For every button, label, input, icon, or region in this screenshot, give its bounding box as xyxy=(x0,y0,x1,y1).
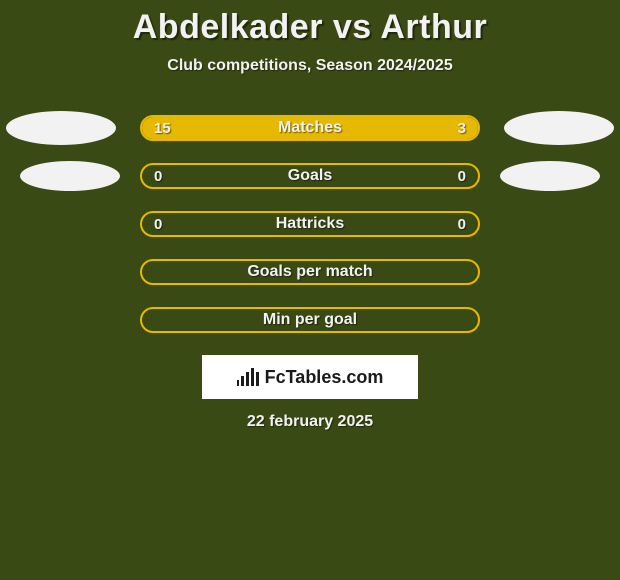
date-label: 22 february 2025 xyxy=(0,413,620,431)
stat-label: Min per goal xyxy=(142,311,478,329)
player-right-marker xyxy=(504,111,614,145)
comparison-infographic: Abdelkader vs Arthur Club competitions, … xyxy=(0,0,620,431)
player-right-marker xyxy=(500,161,600,191)
stat-value-right: 0 xyxy=(458,168,466,185)
stat-label: Hattricks xyxy=(142,215,478,233)
player-left-marker xyxy=(20,161,120,191)
logo-box: FcTables.com xyxy=(202,355,418,399)
stat-row: 15Matches3 xyxy=(0,115,620,141)
logo-bar xyxy=(256,372,259,386)
stat-label: Goals per match xyxy=(142,263,478,281)
logo-bar xyxy=(241,376,244,386)
player-left-marker xyxy=(6,111,116,145)
stat-bar: 0Hattricks0 xyxy=(140,211,480,237)
stat-bar: Min per goal xyxy=(140,307,480,333)
stat-row: Goals per match xyxy=(0,259,620,285)
stat-bar: Goals per match xyxy=(140,259,480,285)
logo-text: FcTables.com xyxy=(265,367,384,388)
logo-bar xyxy=(246,372,249,386)
logo-bar xyxy=(251,368,254,386)
stat-row: Min per goal xyxy=(0,307,620,333)
stat-row: 0Hattricks0 xyxy=(0,211,620,237)
stat-value-right: 0 xyxy=(458,216,466,233)
logo-chart-icon xyxy=(237,368,259,386)
stat-bar: 0Goals0 xyxy=(140,163,480,189)
stat-bar: 15Matches3 xyxy=(140,115,480,141)
subtitle: Club competitions, Season 2024/2025 xyxy=(0,57,620,75)
page-title: Abdelkader vs Arthur xyxy=(0,8,620,47)
stat-label: Matches xyxy=(142,119,478,137)
bars-container: 15Matches30Goals00Hattricks0Goals per ma… xyxy=(0,115,620,333)
logo-bar xyxy=(237,380,240,386)
stat-value-right: 3 xyxy=(458,120,466,137)
stat-label: Goals xyxy=(142,167,478,185)
stat-row: 0Goals0 xyxy=(0,163,620,189)
